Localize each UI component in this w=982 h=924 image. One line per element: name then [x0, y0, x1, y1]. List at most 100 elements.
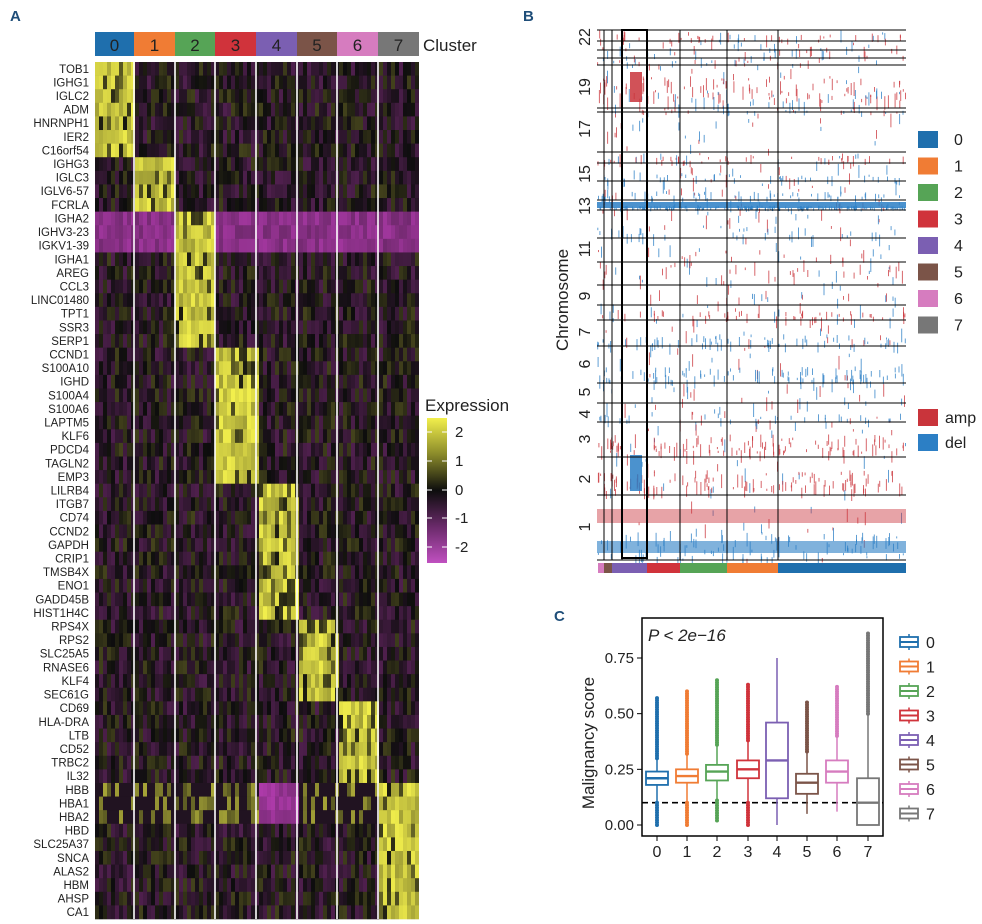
- heatmap-cell: [159, 456, 163, 471]
- heatmap-cell: [191, 538, 195, 553]
- heatmap-cell: [147, 633, 151, 648]
- heatmap-cell: [327, 538, 331, 553]
- heatmap-cell: [111, 782, 115, 797]
- heatmap-cell: [123, 279, 127, 294]
- heatmap-cell: [347, 701, 351, 716]
- heatmap-cell: [387, 388, 391, 403]
- heatmap-cell: [371, 143, 375, 158]
- heatmap-cell: [219, 334, 223, 348]
- heatmap-cell: [115, 714, 119, 729]
- heatmap-cell: [267, 279, 271, 294]
- heatmap-cell: [151, 674, 155, 689]
- heatmap-cell: [111, 538, 115, 553]
- heatmap-cell: [359, 143, 363, 158]
- heatmap-cell: [279, 211, 283, 226]
- heatmap-cell: [403, 633, 407, 648]
- heatmap-cell: [123, 102, 127, 117]
- heatmap-cell: [223, 742, 227, 757]
- heatmap-cell: [343, 497, 347, 512]
- heatmap-cell: [399, 75, 403, 90]
- heatmap-cell: [339, 782, 343, 797]
- heatmap-cell: [143, 646, 147, 661]
- heatmap-cell: [367, 510, 371, 525]
- heatmap-cell: [271, 728, 275, 743]
- heatmap-cell: [99, 388, 103, 403]
- heatmap-cell: [415, 211, 419, 226]
- heatmap-cell: [351, 497, 355, 512]
- heatmap-cell: [375, 823, 379, 838]
- heatmap-cell: [203, 606, 207, 621]
- heatmap-cell: [135, 361, 139, 376]
- heatmap-cell: [243, 75, 247, 90]
- heatmap-cell: [347, 592, 351, 607]
- heatmap-cell: [391, 388, 395, 403]
- heatmap-cell: [127, 470, 131, 484]
- heatmap-cell: [327, 102, 331, 117]
- heatmap-cell: [103, 130, 107, 144]
- heatmap-cell: [403, 742, 407, 757]
- heatmap-cell: [215, 674, 219, 689]
- heatmap-cell: [279, 266, 283, 280]
- heatmap-cell: [167, 89, 171, 104]
- heatmap-cell: [103, 374, 107, 389]
- heatmap-cell: [287, 687, 291, 702]
- heatmap-cell: [403, 714, 407, 729]
- heatmap-cell: [135, 782, 139, 797]
- heatmap-cell: [363, 279, 367, 294]
- heatmap-cell: [291, 184, 295, 199]
- heatmap-cell: [387, 796, 391, 811]
- heatmap-cell: [151, 442, 155, 457]
- heatmap-cell: [395, 388, 399, 403]
- heatmap-cell: [359, 619, 363, 634]
- heatmap-cell: [111, 837, 115, 852]
- heatmap-cell: [159, 497, 163, 512]
- heatmap-cell: [303, 510, 307, 525]
- heatmap-cell: [387, 660, 391, 675]
- heatmap-cell: [135, 742, 139, 757]
- heatmap-cell: [415, 497, 419, 512]
- heatmap-cell: [371, 551, 375, 566]
- heatmap-cell: [103, 306, 107, 321]
- heatmap-cell: [119, 252, 123, 267]
- heatmap-cell: [271, 211, 275, 226]
- heatmap-cell: [383, 619, 387, 634]
- heatmap-cell: [175, 619, 179, 634]
- heatmap-cell: [383, 143, 387, 158]
- heatmap-cell: [175, 238, 179, 253]
- heatmap-cell: [247, 823, 251, 838]
- heatmap-cell: [251, 116, 255, 131]
- heatmap-cell: [99, 660, 103, 675]
- heatmap-cell: [371, 646, 375, 661]
- heatmap-cell: [323, 279, 327, 294]
- heatmap-cell: [131, 850, 135, 865]
- heatmap-cell: [127, 837, 131, 852]
- heatmap-cell: [311, 578, 315, 593]
- heatmap-cell: [267, 633, 271, 648]
- cluster-bar-segment: [297, 32, 337, 56]
- heatmap-cell: [211, 483, 215, 498]
- heatmap-cell: [227, 619, 231, 634]
- heatmap-cell: [199, 497, 203, 512]
- heatmap-cell: [259, 102, 263, 117]
- heatmap-cell: [327, 742, 331, 757]
- heatmap-cell: [247, 606, 251, 621]
- heatmap-cell: [351, 701, 355, 716]
- heatmap-cell: [287, 592, 291, 607]
- heatmap-cell: [207, 402, 211, 416]
- heatmap-cell: [387, 470, 391, 484]
- heatmap-cell: [343, 850, 347, 865]
- heatmap-cell: [319, 266, 323, 280]
- heatmap-cell: [219, 116, 223, 131]
- heatmap-cell: [159, 347, 163, 362]
- heatmap-cell: [315, 701, 319, 716]
- heatmap-cell: [363, 755, 367, 770]
- heatmap-cell: [167, 646, 171, 661]
- heatmap-cell: [383, 674, 387, 689]
- heatmap-cell: [403, 211, 407, 226]
- heatmap-cell: [299, 850, 303, 865]
- heatmap-cell: [147, 266, 151, 280]
- heatmap-cell: [235, 429, 239, 444]
- heatmap-cell: [215, 334, 219, 348]
- heatmap-cell: [363, 361, 367, 376]
- heatmap-cell: [131, 279, 135, 294]
